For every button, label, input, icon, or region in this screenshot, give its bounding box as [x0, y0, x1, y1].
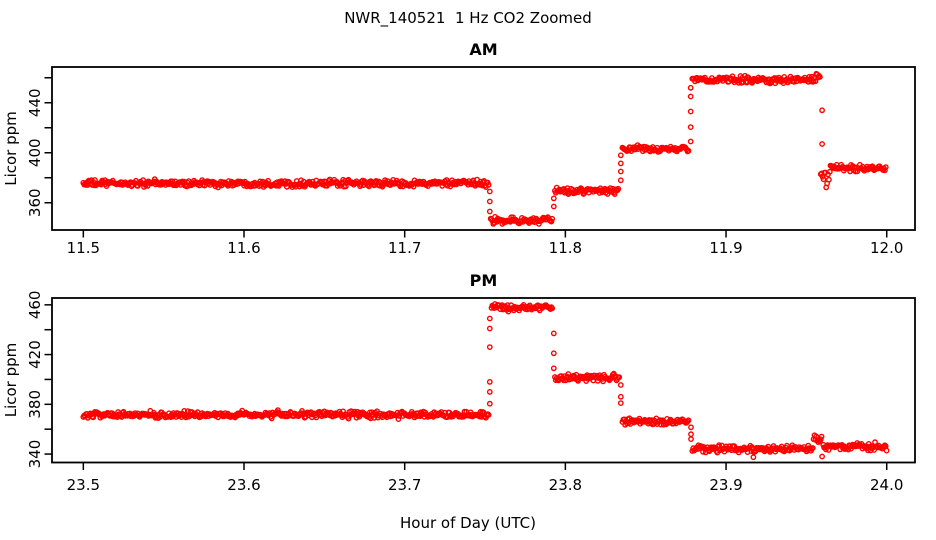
svg-text:23.9: 23.9	[709, 476, 742, 494]
svg-text:11.7: 11.7	[388, 239, 421, 257]
svg-text:400: 400	[26, 138, 44, 167]
main-title: NWR_140521 1 Hz CO2 Zoomed	[344, 9, 592, 27]
x-axis-label: Hour of Day (UTC)	[400, 514, 536, 532]
svg-text:11.5: 11.5	[67, 239, 100, 257]
svg-text:420: 420	[26, 340, 44, 369]
am-panel-title: AM	[469, 40, 498, 59]
svg-text:340: 340	[26, 440, 44, 469]
svg-text:23.7: 23.7	[388, 476, 421, 494]
am-panel: 11.5 11.6 11.7 11.8 11.9 12.0 360 400 440	[26, 66, 916, 257]
svg-text:23.8: 23.8	[549, 476, 582, 494]
svg-text:23.5: 23.5	[67, 476, 100, 494]
pm-panel: 23.5 23.6 23.7 23.8 23.9 24.0 340 380 420 460	[26, 291, 916, 494]
svg-text:440: 440	[26, 88, 44, 117]
svg-text:24.0: 24.0	[870, 476, 903, 494]
svg-text:11.9: 11.9	[709, 239, 742, 257]
pm-panel-title: PM	[469, 271, 498, 290]
svg-text:11.8: 11.8	[549, 239, 582, 257]
pm-data-points	[80, 301, 890, 461]
svg-text:12.0: 12.0	[870, 239, 903, 257]
svg-text:23.6: 23.6	[227, 476, 260, 494]
am-data-points	[80, 70, 889, 227]
svg-text:460: 460	[26, 291, 44, 320]
svg-text:380: 380	[26, 390, 44, 419]
am-y-axis-label: Licor ppm	[2, 111, 20, 186]
pm-y-axis-label: Licor ppm	[2, 343, 20, 418]
svg-text:11.6: 11.6	[227, 239, 260, 257]
svg-text:360: 360	[26, 188, 44, 217]
